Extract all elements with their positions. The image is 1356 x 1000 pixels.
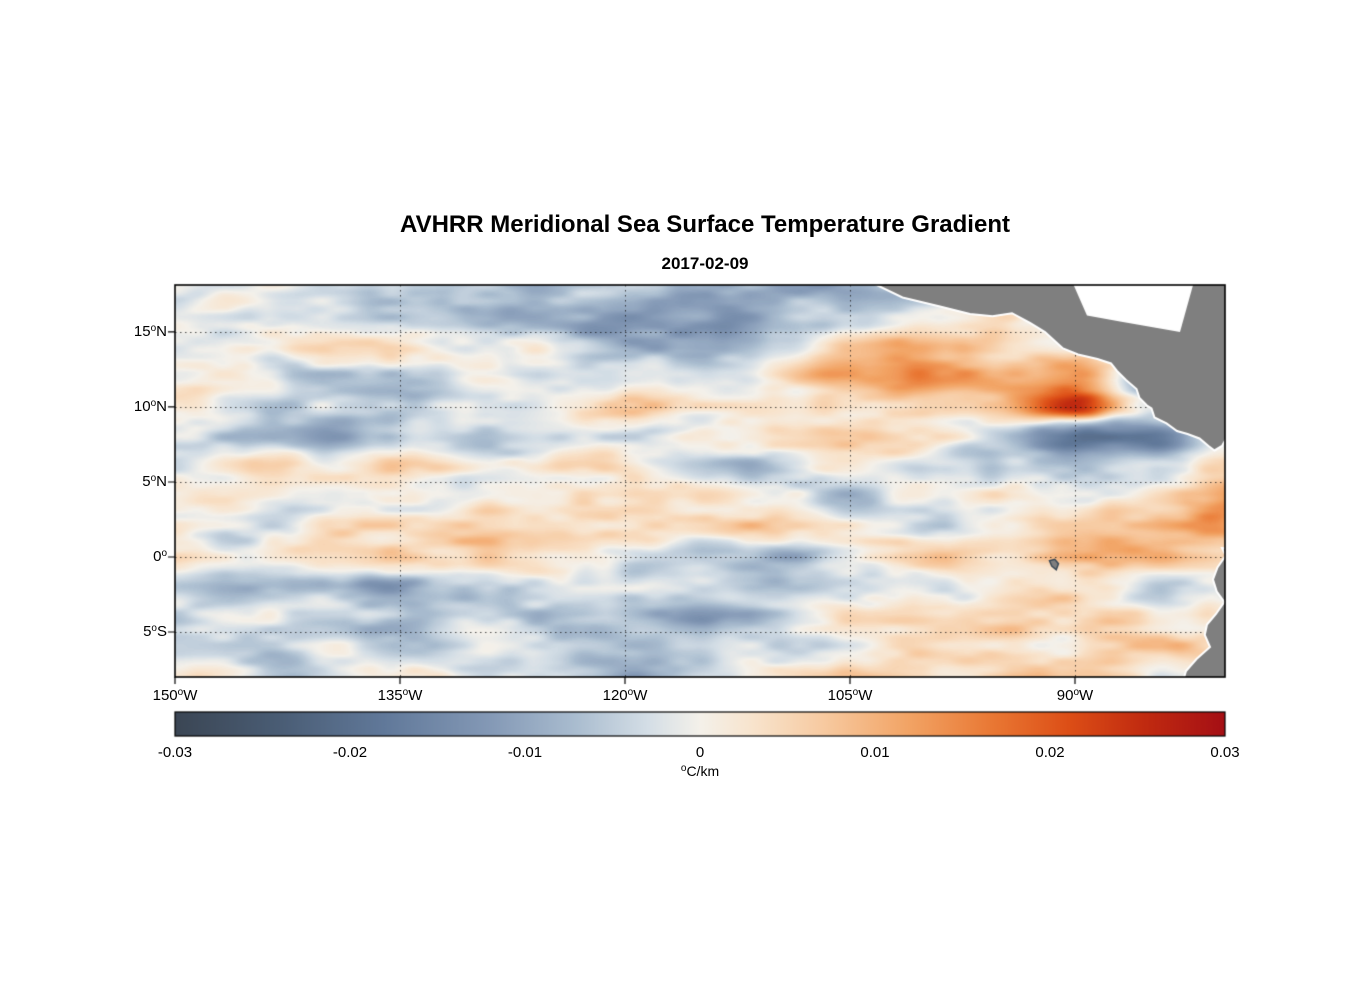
x-tick-label: 105oW <box>827 687 873 704</box>
colorbar-tick-label: 0.01 <box>860 744 890 761</box>
y-tick-label: 5oS <box>143 622 167 640</box>
colorbar-tick-label: -0.01 <box>507 744 543 761</box>
colorbar-tick-label: 0.03 <box>1210 744 1240 761</box>
chart-date-subtitle: 2017-02-09 <box>661 254 749 273</box>
x-tick-label: 120oW <box>602 687 648 704</box>
y-tick-label: 15oN <box>133 322 167 340</box>
y-tick-label: 0o <box>153 547 167 565</box>
x-tick-label: 90oW <box>1056 687 1094 704</box>
colorbar-tick-label: -0.02 <box>332 744 368 761</box>
colorbar-tick-label: 0.02 <box>1035 744 1065 761</box>
x-tick-label: 150oW <box>152 687 198 704</box>
colorbar-unit-label: oC/km <box>680 763 720 779</box>
chart-title: AVHRR Meridional Sea Surface Temperature… <box>400 211 1010 238</box>
colorbar-tick-label: -0.03 <box>157 744 193 761</box>
x-tick-label: 135oW <box>377 687 423 704</box>
y-tick-label: 10oN <box>133 397 167 415</box>
y-tick-label: 5oN <box>142 472 167 490</box>
colorbar-tick-label: 0 <box>695 744 705 761</box>
